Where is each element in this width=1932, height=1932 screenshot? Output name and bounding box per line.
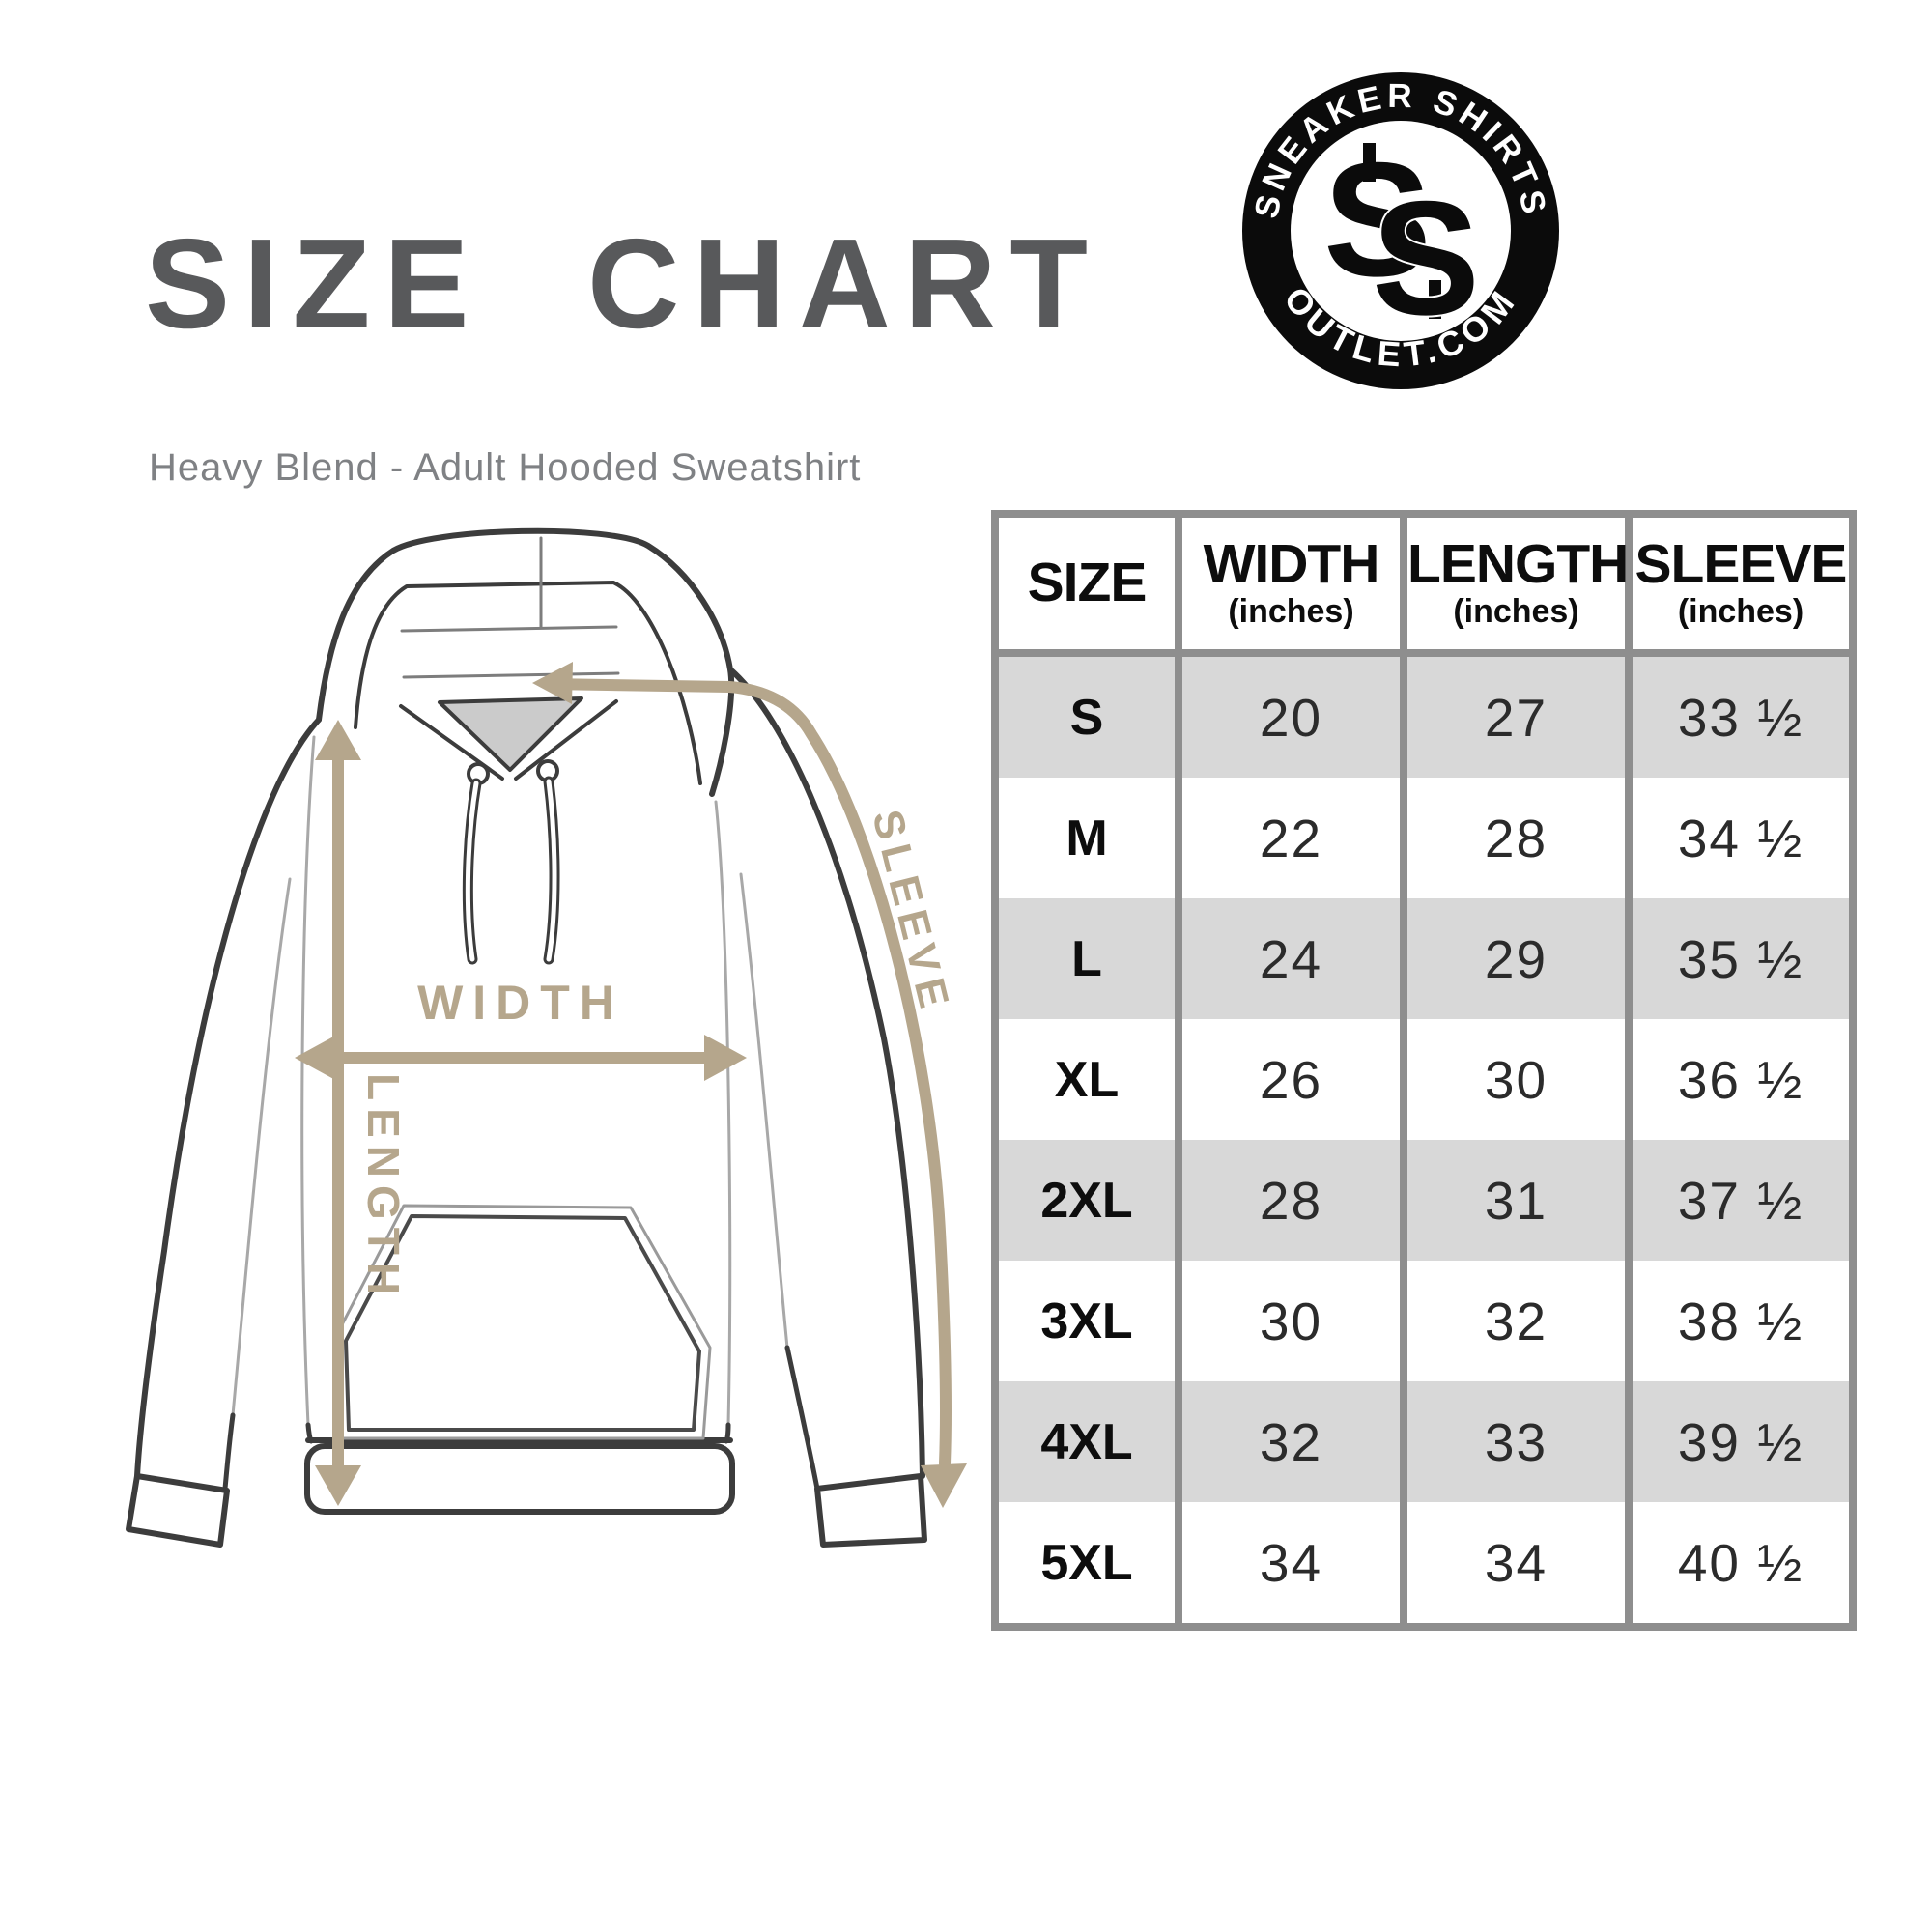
table-row: 4XL 32 33 39 ½ bbox=[995, 1381, 1853, 1502]
table-cell-sleeve: 36 ½ bbox=[1625, 1019, 1853, 1140]
hoodie-collar-triangle bbox=[438, 696, 583, 772]
hoodie-left-sleeve bbox=[126, 717, 322, 1548]
hoodie-right-sleeve bbox=[727, 667, 927, 1548]
header-size-label: SIZE bbox=[1027, 552, 1148, 614]
header-width-label: WIDTH bbox=[1203, 533, 1380, 596]
table-cell-width: 26 bbox=[1175, 1019, 1404, 1140]
table-cell-sleeve: 37 ½ bbox=[1625, 1140, 1853, 1261]
hoodie-hood bbox=[316, 527, 735, 797]
table-cell-size: 2XL bbox=[1040, 1172, 1133, 1229]
header-length-label: LENGTH bbox=[1407, 533, 1629, 596]
table-cell-width: 20 bbox=[1175, 653, 1404, 778]
table-row: M 22 28 34 ½ bbox=[995, 778, 1853, 898]
table-cell-size: 3XL bbox=[1040, 1293, 1133, 1350]
length-arrow bbox=[315, 720, 361, 1506]
header-width-sub: (inches) bbox=[1228, 593, 1354, 631]
page-subtitle: Heavy Blend - Adult Hooded Sweatshirt bbox=[149, 446, 862, 489]
length-label: LENGTH bbox=[358, 1073, 409, 1302]
table-cell-sleeve: 39 ½ bbox=[1625, 1381, 1853, 1502]
table-cell-sleeve: 40 ½ bbox=[1625, 1502, 1853, 1627]
table-cell-sleeve: 38 ½ bbox=[1625, 1261, 1853, 1381]
size-table: SIZE WIDTH (inches) LENGTH (inches) SLEE… bbox=[991, 510, 1857, 1631]
table-row: 2XL 28 31 37 ½ bbox=[995, 1140, 1853, 1261]
table-cell-length: 29 bbox=[1400, 898, 1629, 1019]
logo-ss-monogram-icon: S S bbox=[1323, 128, 1482, 351]
table-cell-width: 30 bbox=[1175, 1261, 1404, 1381]
logo-inner-disc bbox=[1291, 121, 1511, 341]
header-size: SIZE bbox=[995, 514, 1179, 657]
header-sleeve: SLEEVE (inches) bbox=[1625, 514, 1853, 657]
table-header-row: SIZE WIDTH (inches) LENGTH (inches) SLEE… bbox=[995, 514, 1853, 657]
table-cell-length: 30 bbox=[1400, 1019, 1629, 1140]
table-row: XL 26 30 36 ½ bbox=[995, 1019, 1853, 1140]
header-sleeve-label: SLEEVE bbox=[1634, 533, 1848, 596]
table-cell-width: 22 bbox=[1175, 778, 1404, 898]
table-cell-size: L bbox=[1071, 930, 1102, 987]
table-cell-length: 32 bbox=[1400, 1261, 1629, 1381]
size-table-body: S 20 27 33 ½ M 22 28 34 ½ L 24 29 35 ½ X… bbox=[995, 653, 1853, 1627]
table-cell-length: 27 bbox=[1400, 653, 1629, 778]
sleeve-label: SLEEVE bbox=[863, 806, 959, 1019]
table-cell-size: S bbox=[1069, 689, 1104, 746]
header-sleeve-sub: (inches) bbox=[1677, 593, 1804, 631]
table-row: S 20 27 33 ½ bbox=[995, 653, 1853, 778]
table-cell-width: 28 bbox=[1175, 1140, 1404, 1261]
table-cell-width: 34 bbox=[1175, 1502, 1404, 1627]
table-row: 3XL 30 32 38 ½ bbox=[995, 1261, 1853, 1381]
table-cell-size: 4XL bbox=[1040, 1413, 1133, 1470]
table-cell-sleeve: 34 ½ bbox=[1625, 778, 1853, 898]
table-row: 5XL 34 34 40 ½ bbox=[995, 1502, 1853, 1627]
table-cell-sleeve: 35 ½ bbox=[1625, 898, 1853, 1019]
header-length-sub: (inches) bbox=[1453, 593, 1579, 631]
table-cell-size: 5XL bbox=[1040, 1534, 1133, 1591]
brand-logo: SNEAKER SHIRTS OUTLET.COM S S bbox=[1242, 72, 1559, 389]
hoodie-hem-band bbox=[304, 1443, 735, 1515]
table-cell-length: 31 bbox=[1400, 1140, 1629, 1261]
hoodie-body bbox=[300, 735, 733, 1444]
header-length: LENGTH (inches) bbox=[1400, 514, 1629, 657]
table-cell-length: 34 bbox=[1400, 1502, 1629, 1627]
table-row: L 24 29 35 ½ bbox=[995, 898, 1853, 1019]
hoodie-measurement-diagram: WIDTH LENGTH SLEEVE bbox=[126, 527, 967, 1548]
page-title: SIZE CHART bbox=[145, 213, 1101, 355]
width-arrow bbox=[295, 1035, 747, 1081]
size-table-header: SIZE WIDTH (inches) LENGTH (inches) SLEE… bbox=[995, 514, 1853, 657]
table-cell-width: 32 bbox=[1175, 1381, 1404, 1502]
sleeve-arrow bbox=[532, 662, 967, 1508]
logo-monogram-left: S bbox=[1323, 128, 1432, 310]
table-cell-size: M bbox=[1065, 810, 1108, 867]
logo-monogram-right: S bbox=[1372, 167, 1480, 349]
width-label: WIDTH bbox=[417, 976, 624, 1030]
table-cell-width: 24 bbox=[1175, 898, 1404, 1019]
table-cell-length: 28 bbox=[1400, 778, 1629, 898]
header-width: WIDTH (inches) bbox=[1175, 514, 1404, 657]
hoodie-drawstrings bbox=[462, 759, 560, 965]
table-cell-sleeve: 33 ½ bbox=[1625, 653, 1853, 778]
table-cell-length: 33 bbox=[1400, 1381, 1629, 1502]
table-cell-size: XL bbox=[1054, 1051, 1120, 1108]
